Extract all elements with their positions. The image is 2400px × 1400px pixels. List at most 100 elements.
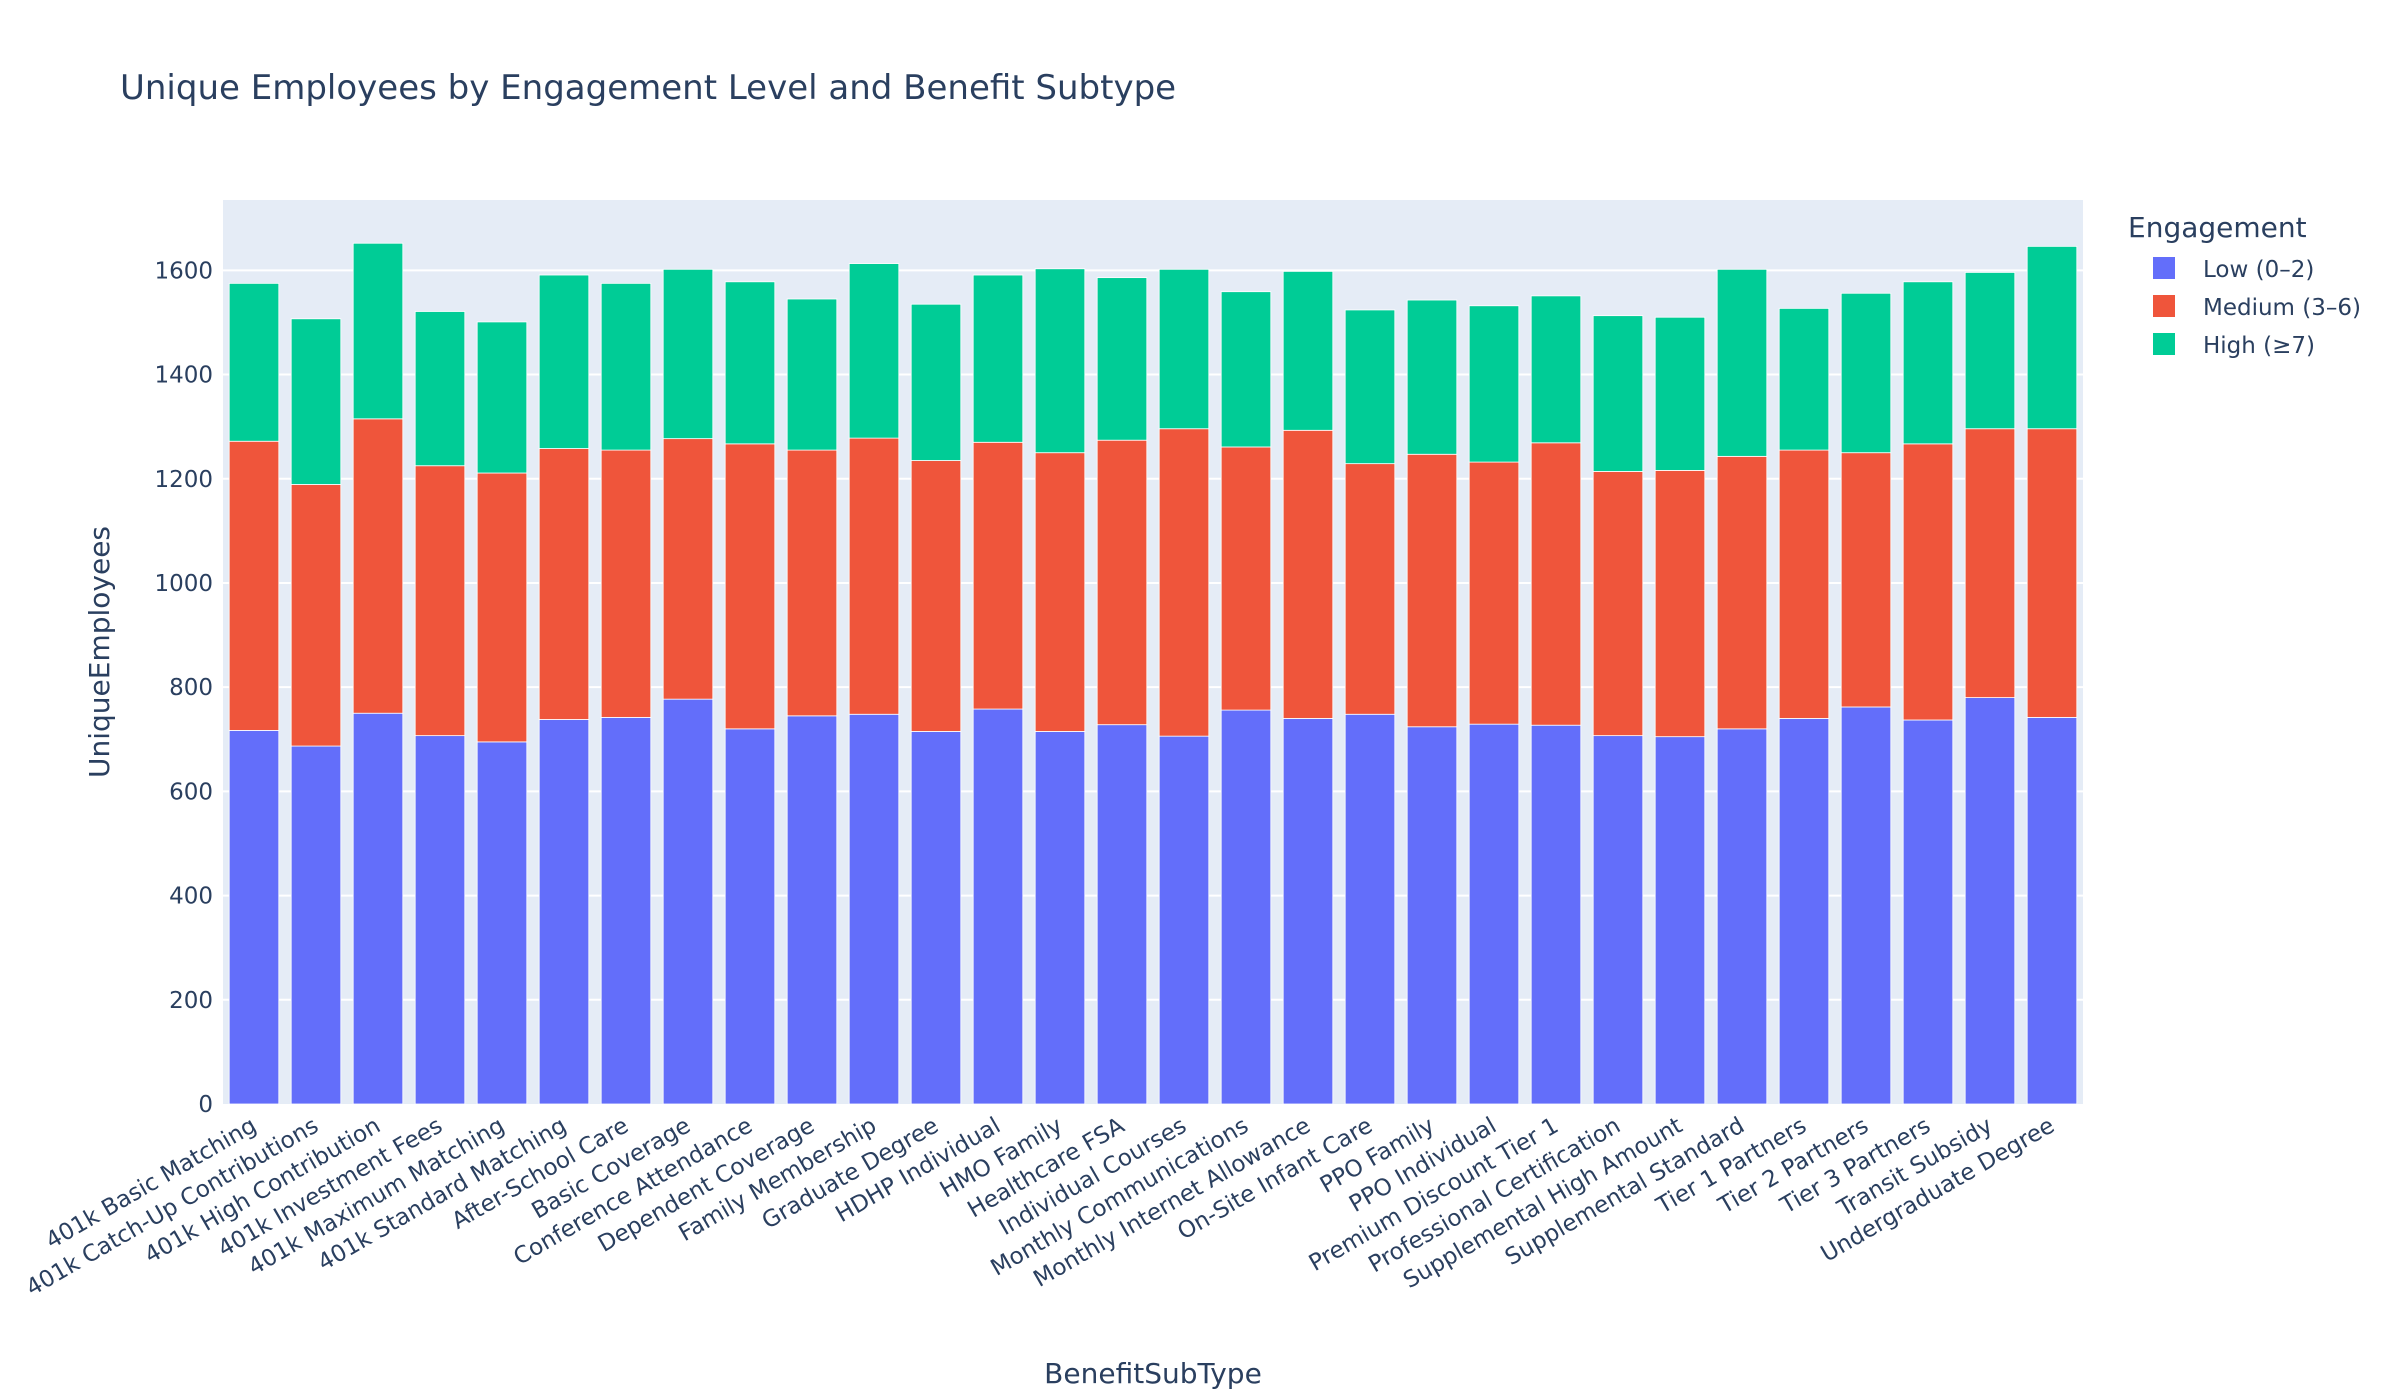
bar-segment: [1778, 449, 1830, 719]
bar-segment: [1282, 718, 1334, 1105]
legend-swatch: [2153, 295, 2175, 317]
bar-segment: [476, 472, 528, 743]
y-tick-label: 800: [169, 675, 213, 701]
bar-segment: [600, 282, 652, 451]
legend-title: Engagement: [2128, 211, 2307, 244]
bar-segment: [476, 321, 528, 474]
bar-segment: [1840, 292, 1892, 454]
bar-segment: [910, 303, 962, 461]
bar-segment: [1716, 728, 1768, 1105]
bar-segment: [1406, 453, 1458, 728]
bar-segment: [414, 311, 466, 467]
bar-segment: [662, 268, 714, 440]
bar-segment: [1964, 697, 2016, 1105]
bar-segment: [538, 719, 590, 1105]
legend-label: Low (0–2): [2203, 257, 2314, 283]
bar-segment: [1220, 709, 1272, 1105]
bar-segment: [538, 448, 590, 720]
bar-segment: [1158, 428, 1210, 737]
bar-segment: [1654, 316, 1706, 471]
y-tick-label: 0: [198, 1092, 213, 1118]
bar-segment: [1530, 295, 1582, 444]
bar-segment: [1716, 455, 1768, 730]
bar-segment: [290, 484, 342, 747]
bar-segment: [662, 438, 714, 700]
y-tick-label: 1200: [154, 467, 213, 493]
y-tick-labels: 0 200 400 600 800 1000 1200 1400 1600: [154, 258, 213, 1118]
bar-segment: [972, 274, 1024, 443]
bar-segment: [1468, 461, 1520, 725]
y-tick-label: 1000: [154, 571, 213, 597]
bar-segment: [228, 440, 280, 731]
bar-segment: [786, 449, 838, 717]
bar-segment: [662, 698, 714, 1105]
bar-segment: [476, 741, 528, 1105]
bar-segment: [1902, 281, 1954, 445]
bars: [228, 242, 2078, 1105]
bar-segment: [1220, 446, 1272, 711]
bar-segment: [1282, 429, 1334, 719]
bar-segment: [786, 715, 838, 1105]
bar-segment: [724, 281, 776, 445]
y-tick-label: 1400: [154, 363, 213, 389]
bar-segment: [1096, 277, 1148, 441]
bar-segment: [1592, 471, 1644, 737]
bar-segment: [1220, 291, 1272, 448]
bar-segment: [972, 708, 1024, 1105]
bar-segment: [1778, 307, 1830, 451]
bar-segment: [1034, 731, 1086, 1105]
bar-segment: [1716, 268, 1768, 457]
legend-swatch: [2153, 333, 2175, 355]
bar-segment: [1344, 463, 1396, 715]
y-tick-label: 1600: [154, 258, 213, 284]
bar-segment: [228, 730, 280, 1105]
bar-segment: [1592, 315, 1644, 472]
bar-segment: [2026, 245, 2078, 430]
bar-segment: [848, 713, 900, 1105]
bar-segment: [414, 465, 466, 737]
legend-label: Medium (3–6): [2203, 295, 2361, 321]
legend: Engagement Low (0–2) Medium (3–6) High (≥7…: [2128, 211, 2361, 359]
bar-segment: [2026, 716, 2078, 1105]
bar-segment: [600, 449, 652, 718]
legend-swatch: [2153, 257, 2175, 279]
bar-segment: [1158, 268, 1210, 430]
bar-segment: [538, 274, 590, 449]
bar-segment: [290, 318, 342, 485]
y-tick-label: 600: [169, 779, 213, 805]
bar-segment: [1034, 452, 1086, 732]
bar-segment: [1592, 735, 1644, 1105]
bar-segment: [1902, 443, 1954, 721]
bar-segment: [1902, 719, 1954, 1105]
bar-segment: [352, 712, 404, 1105]
bar-segment: [724, 443, 776, 730]
bar-segment: [848, 437, 900, 715]
bar-segment: [290, 745, 342, 1105]
x-axis-title: BenefitSubType: [1044, 1357, 1262, 1390]
bar-segment: [1840, 452, 1892, 708]
bar-segment: [352, 418, 404, 714]
bar-segment: [972, 441, 1024, 710]
plot-background: [223, 200, 2083, 1104]
gridlines: [223, 269, 2083, 1001]
bar-segment: [600, 716, 652, 1105]
y-axis-title: UniqueEmployees: [83, 526, 116, 778]
y-tick-label: 200: [169, 988, 213, 1014]
bar-segment: [1406, 299, 1458, 455]
bar-segment: [1406, 726, 1458, 1105]
bar-segment: [1096, 439, 1148, 726]
bar-segment: [1282, 270, 1334, 431]
bar-segment: [1344, 713, 1396, 1105]
bar-segment: [1530, 724, 1582, 1105]
bar-segment: [1840, 706, 1892, 1105]
bar-segment: [1096, 724, 1148, 1105]
bar-segment: [1964, 272, 2016, 430]
bar-segment: [848, 263, 900, 439]
bar-segment: [2026, 428, 2078, 718]
bar-segment: [1468, 723, 1520, 1105]
bar-segment: [910, 731, 962, 1105]
bar-segment: [352, 242, 404, 420]
bar-segment: [1654, 470, 1706, 738]
bar-segment: [724, 728, 776, 1105]
